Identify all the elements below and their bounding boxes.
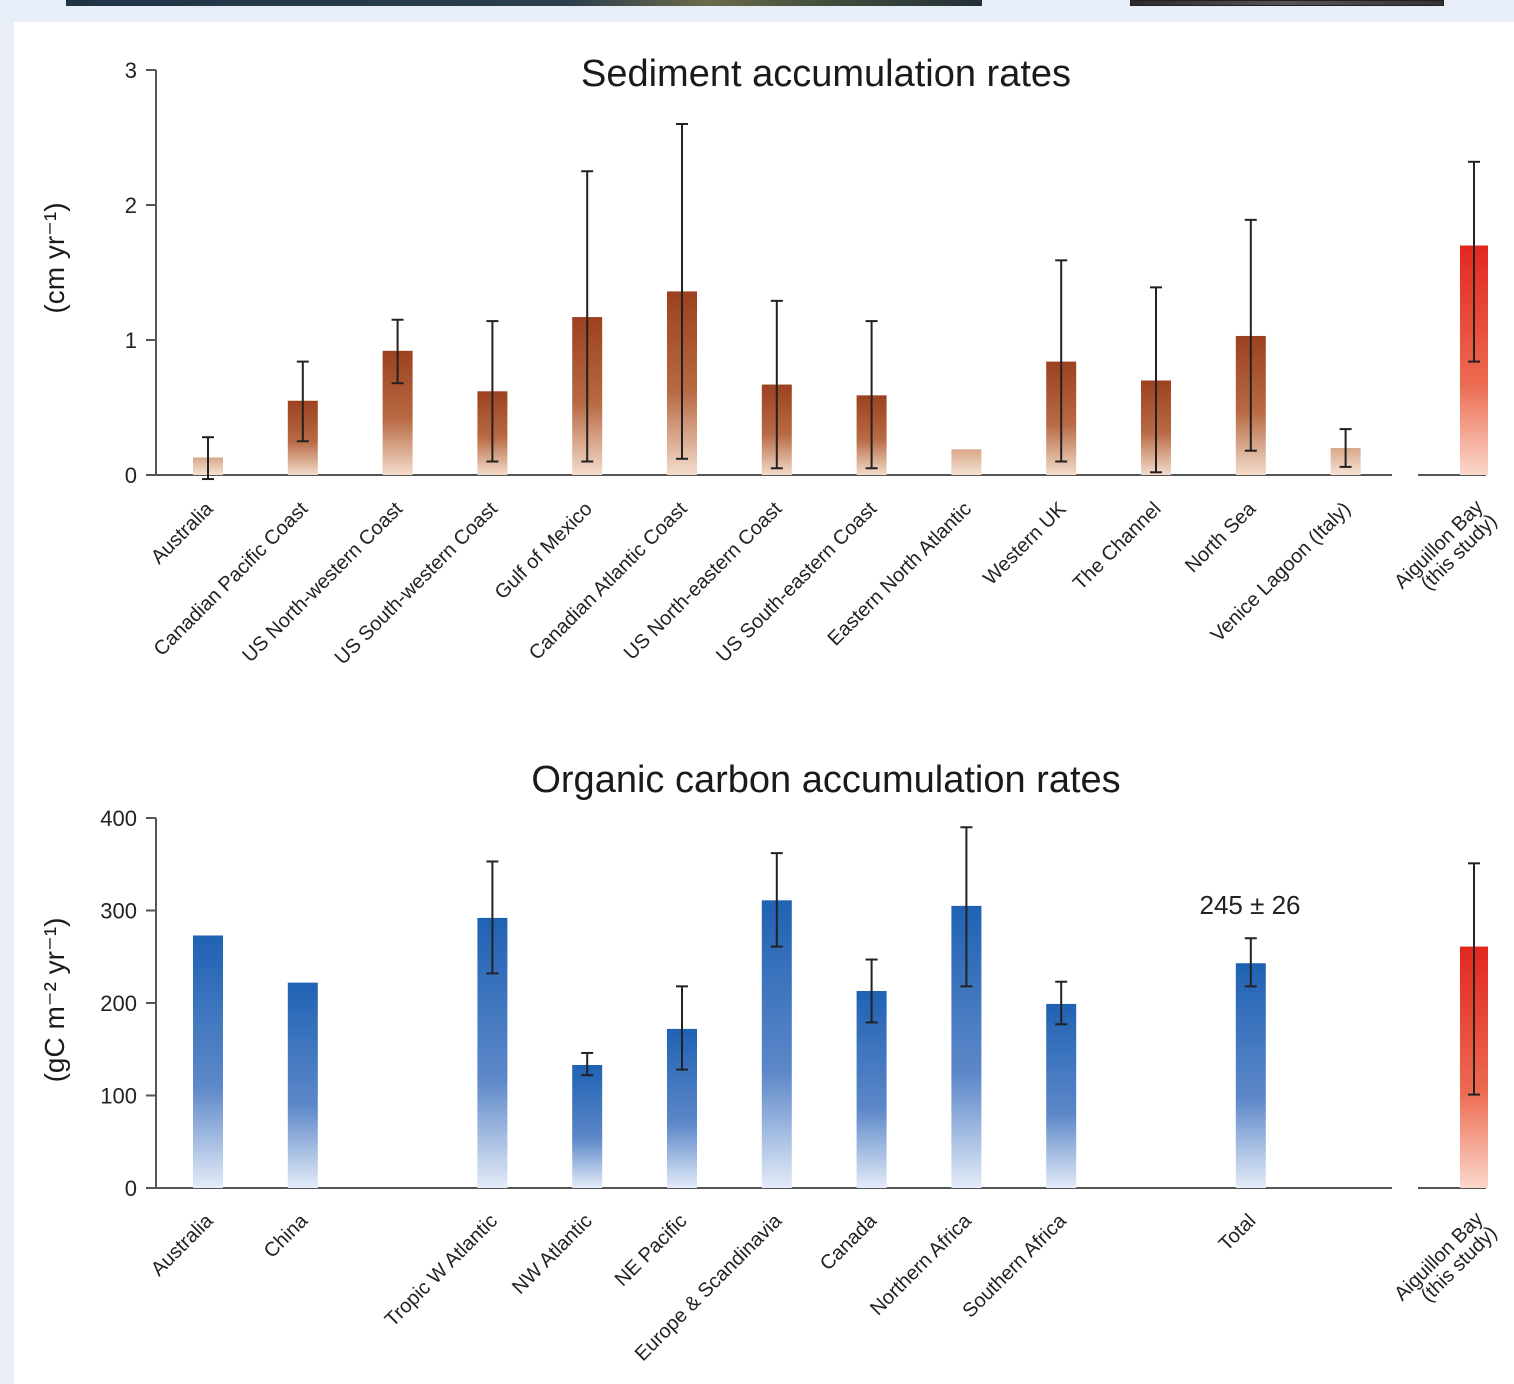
- sediment-category-label: Canadian Pacific Coast: [150, 498, 313, 661]
- sediment-chart-title: Sediment accumulation rates: [581, 53, 1071, 95]
- carbon-category-label: Southern Africa: [958, 1209, 1071, 1322]
- carbon-y-tick-label: 400: [100, 806, 137, 831]
- sediment-category-label: US North-eastern Coast: [620, 498, 787, 665]
- photo-strip-right: [1130, 0, 1444, 6]
- sediment-category-label: Canadian Atlantic Coast: [525, 498, 692, 665]
- sediment-category-label: Western UK: [979, 498, 1071, 590]
- total-annotation: 245 ± 26: [1199, 890, 1300, 920]
- carbon-bar: [856, 990, 887, 1188]
- sediment-y-tick-label: 3: [125, 58, 137, 83]
- sediment-category-label: US South-western Coast: [331, 498, 503, 670]
- sediment-bar: [951, 449, 982, 475]
- carbon-y-axis-label: (gC m⁻² yr⁻¹): [39, 918, 70, 1083]
- carbon-chart-title: Organic carbon accumulation rates: [531, 759, 1120, 801]
- sediment-category-label: Gulf of Mexico: [491, 498, 597, 604]
- photo-strip-left: [66, 0, 982, 6]
- sediment-y-tick-label: 1: [125, 328, 137, 353]
- carbon-category-label: Total: [1215, 1210, 1260, 1255]
- carbon-bar: [761, 900, 792, 1188]
- sediment-y-tick-label: 2: [125, 193, 137, 218]
- carbon-category-label: NE Pacific: [611, 1210, 692, 1291]
- carbon-category-label: China: [260, 1209, 313, 1262]
- sediment-y-tick-label: 0: [125, 463, 137, 488]
- carbon-category-label: NW Atlantic: [508, 1210, 597, 1299]
- carbon-category-label: Australia: [147, 1209, 218, 1280]
- carbon-category-label: Northern Africa: [866, 1209, 976, 1319]
- carbon-bar: [193, 935, 223, 1188]
- sediment-category-label: The Channel: [1069, 498, 1166, 595]
- carbon-bar: [287, 982, 318, 1188]
- carbon-category-label: Canada: [816, 1209, 882, 1275]
- sediment-category-label: Australia: [147, 497, 218, 568]
- carbon-bar: [1235, 963, 1266, 1188]
- carbon-y-tick-label: 0: [125, 1176, 137, 1201]
- sediment-y-axis-label: (cm yr⁻¹): [39, 202, 70, 313]
- sediment-category-label: North Sea: [1181, 497, 1261, 577]
- carbon-y-tick-label: 300: [100, 899, 137, 924]
- carbon-bar: [572, 1064, 603, 1188]
- carbon-category-label: Tropic W Atlantic: [381, 1210, 502, 1331]
- sediment-category-label: US North-western Coast: [238, 498, 407, 667]
- carbon-y-tick-label: 200: [100, 991, 137, 1016]
- sediment-category-label: US South-eastern Coast: [712, 498, 881, 667]
- carbon-bar: [1046, 1003, 1077, 1188]
- carbon-y-tick-label: 100: [100, 1084, 137, 1109]
